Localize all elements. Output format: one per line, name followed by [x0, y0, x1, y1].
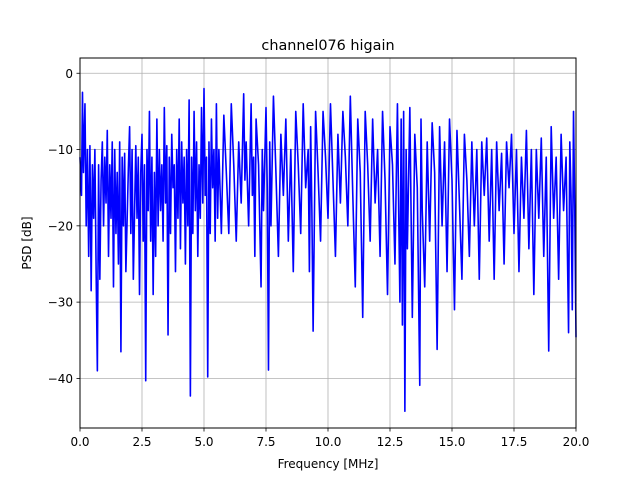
chart-title: channel076 higain	[261, 38, 394, 54]
x-tick-label: 20.0	[563, 435, 590, 449]
x-tick-label: 15.0	[439, 435, 466, 449]
y-tick-label: −40	[48, 372, 73, 386]
x-tick-label: 10.0	[315, 435, 342, 449]
x-tick-label: 12.5	[377, 435, 404, 449]
x-tick-label: 17.5	[501, 435, 528, 449]
x-tick-label: 0.0	[70, 435, 89, 449]
x-tick-label: 5.0	[194, 435, 213, 449]
x-axis: 0.0 2.5 5.0 7.5 10.0 12.5 15.0 17.5 20.0	[70, 428, 589, 449]
series-group	[79, 87, 577, 413]
psd-series-line	[79, 87, 577, 413]
y-tick-label: 0	[65, 67, 73, 81]
x-tick-label: 2.5	[132, 435, 151, 449]
y-tick-label: −20	[48, 219, 73, 233]
x-tick-label: 7.5	[256, 435, 275, 449]
y-tick-label: −30	[48, 296, 73, 310]
y-axis-label: PSD [dB]	[20, 216, 34, 269]
y-tick-label: −10	[48, 143, 73, 157]
grid	[79, 58, 577, 428]
x-axis-label: Frequency [MHz]	[278, 457, 379, 471]
y-axis: 0 −10 −20 −30 −40	[48, 67, 80, 386]
